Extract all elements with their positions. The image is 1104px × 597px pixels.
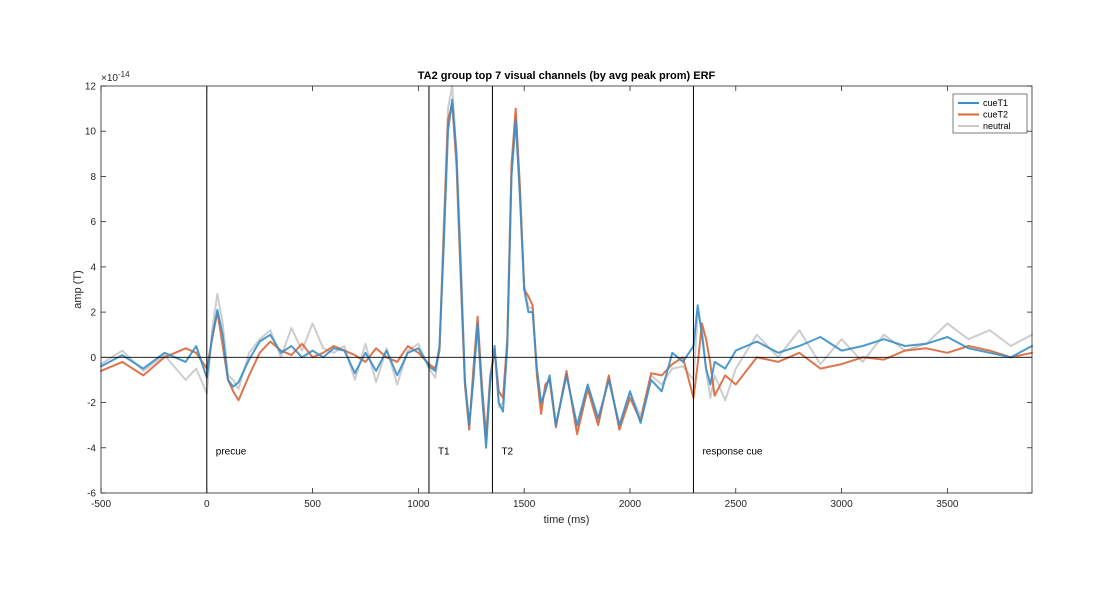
- y-exponent-label: ×10-14: [101, 70, 130, 84]
- y-tick-label: 10: [85, 127, 97, 138]
- y-tick-label: 12: [85, 82, 97, 93]
- x-tick-label: -500: [91, 499, 111, 510]
- series-line-cueT1: [100, 98, 1033, 449]
- event-label-3: response cue: [702, 447, 762, 458]
- x-axis-label: time (ms): [544, 514, 590, 526]
- event-layer: precue T1 T2 response cue: [206, 86, 763, 493]
- y-axis-ticks: -6 -4 -2 0 2 4 6 8 10 12: [85, 82, 1032, 500]
- legend-entry-cueT1: cueT1: [983, 98, 1008, 108]
- plot-frame: [100, 85, 1033, 494]
- x-tick-label: 1000: [407, 499, 430, 510]
- event-label-2: T2: [501, 447, 513, 458]
- y-tick-label: 4: [90, 262, 96, 273]
- x-tick-label: 2500: [725, 499, 748, 510]
- y-axis-label: amp (T): [72, 270, 84, 309]
- event-label-1: T1: [438, 447, 450, 458]
- plot-area: precue T1 T2 response cue: [100, 85, 1033, 494]
- legend-entry-neutral: neutral: [983, 121, 1011, 131]
- y-tick-label: 0: [90, 353, 96, 364]
- y-tick-label: -4: [87, 443, 96, 454]
- x-tick-label: 3000: [830, 499, 853, 510]
- y-exponent-base: ×10: [101, 73, 118, 84]
- event-label-0: precue: [216, 447, 247, 458]
- series-line-cueT2: [100, 103, 1033, 438]
- plot-box: [101, 86, 1032, 493]
- y-exponent-power: -14: [118, 70, 130, 79]
- y-tick-label: -6: [87, 489, 96, 500]
- y-tick-label: 2: [90, 308, 96, 319]
- legend-entry-cueT2: cueT2: [983, 110, 1008, 120]
- x-axis-ticks: -500 0 500 1000 1500 2000 2500 3000 3500: [91, 86, 959, 510]
- x-tick-label: 500: [304, 499, 321, 510]
- y-tick-label: 6: [90, 217, 96, 228]
- y-tick-label: -2: [87, 398, 96, 409]
- series-layer: [100, 85, 1033, 449]
- x-tick-label: 2000: [619, 499, 642, 510]
- y-tick-label: 8: [90, 172, 96, 183]
- x-tick-label: 1500: [513, 499, 536, 510]
- chart-title: TA2 group top 7 visual channels (by avg …: [418, 70, 716, 82]
- x-tick-label: 0: [204, 499, 210, 510]
- x-tick-label: 3500: [936, 499, 959, 510]
